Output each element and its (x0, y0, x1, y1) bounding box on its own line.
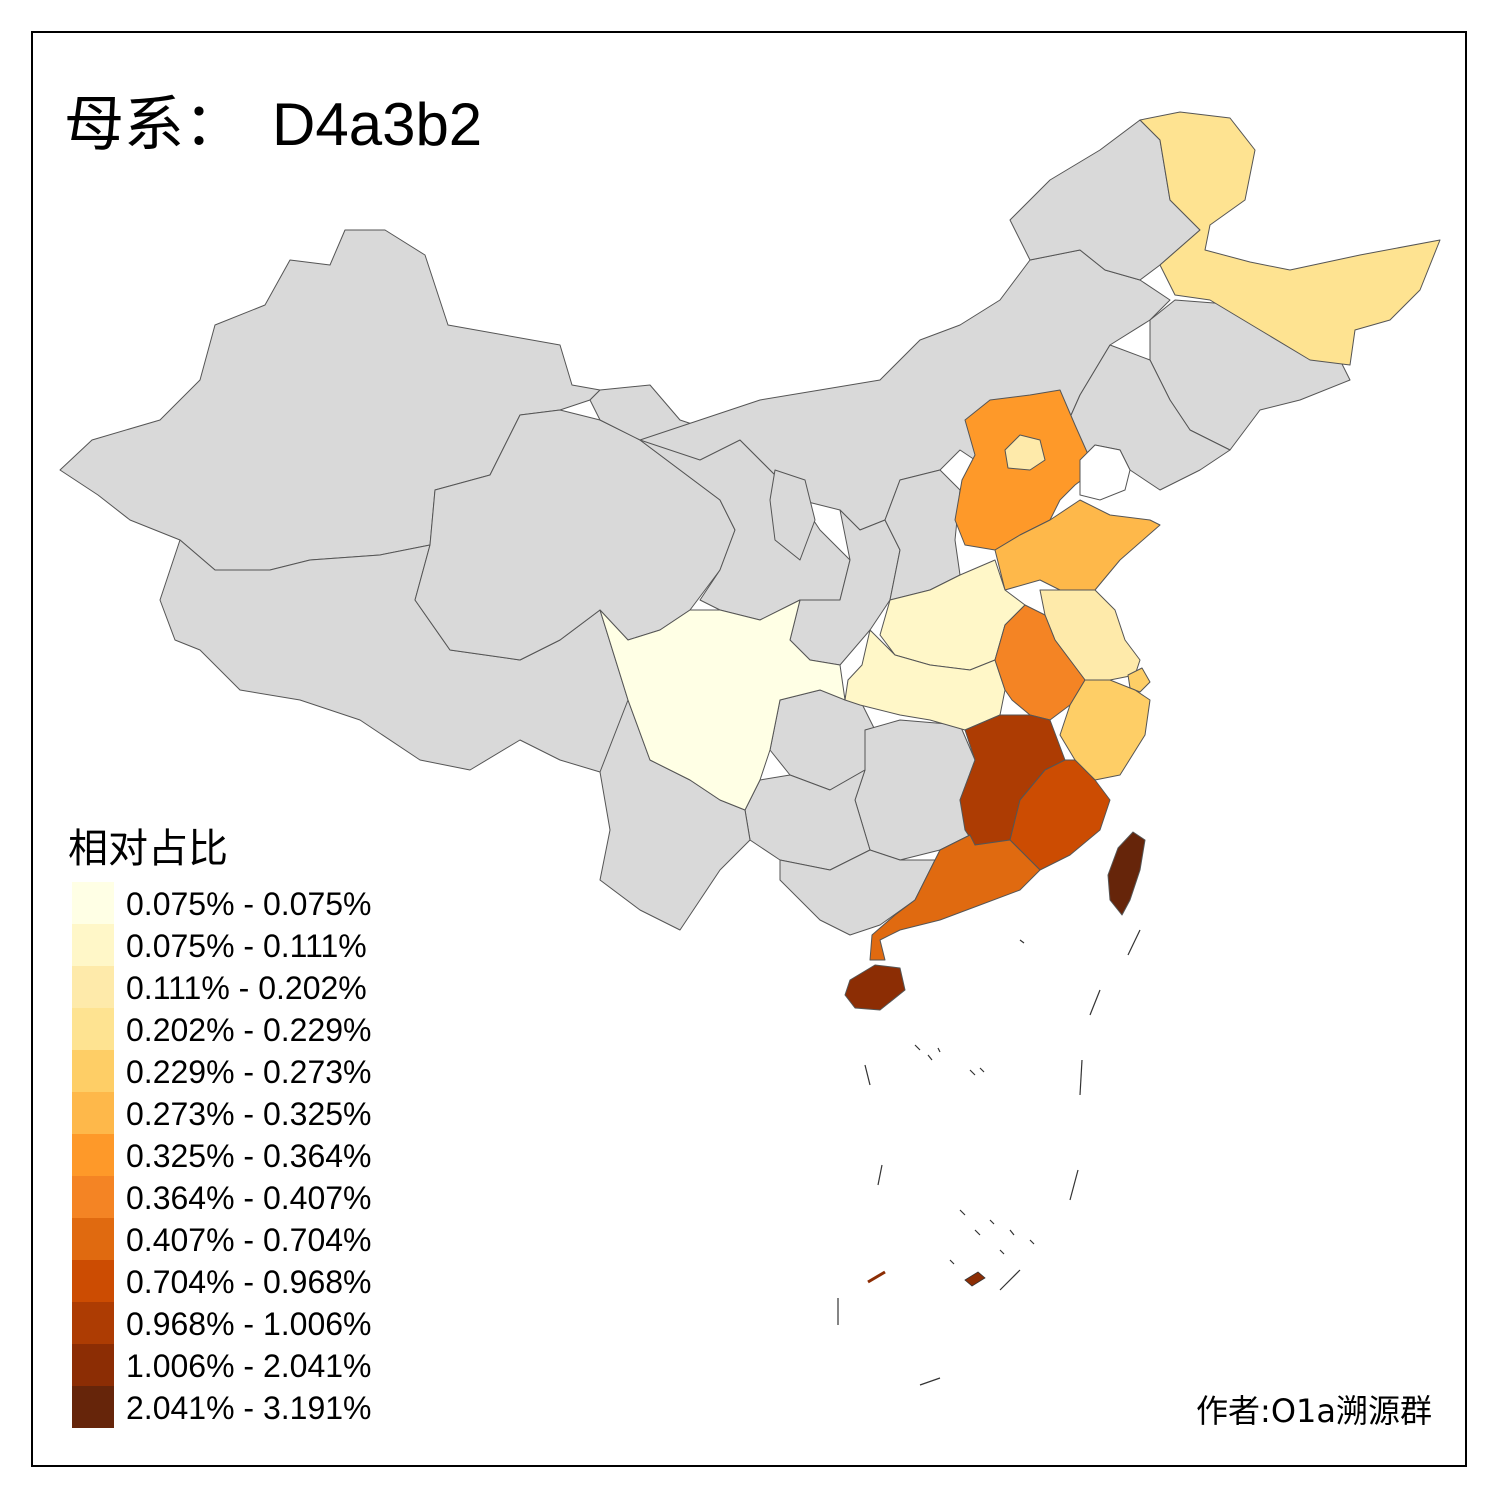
legend-label: 0.364% - 0.407% (126, 1180, 372, 1216)
region-ningxia (769, 469, 816, 561)
region-beijing (1004, 434, 1046, 471)
bohai-sea (1079, 444, 1131, 501)
legend-swatch (72, 1176, 114, 1218)
region-fujian (1009, 759, 1111, 871)
legend-swatch (72, 1092, 114, 1134)
legend-label: 0.075% - 0.075% (126, 886, 372, 922)
legend-label: 1.006% - 2.041% (126, 1348, 372, 1384)
title-label: 母系： (64, 90, 244, 160)
legend-label: 0.202% - 0.229% (126, 1012, 372, 1048)
legend-label: 0.325% - 0.364% (126, 1138, 372, 1174)
legend-label: 0.229% - 0.273% (126, 1054, 372, 1090)
legend-swatch (72, 1344, 114, 1386)
no-data-regions (59, 119, 1351, 936)
south-sea-islands (837, 929, 1141, 1386)
legend-label: 0.273% - 0.325% (126, 1096, 372, 1132)
legend-swatch (72, 1386, 114, 1428)
legend-label: 0.704% - 0.968% (126, 1264, 372, 1300)
data-regions (599, 111, 1441, 1011)
region-zhejiang (1059, 679, 1151, 781)
legend-title: 相对占比 (68, 826, 228, 872)
legend-label: 0.075% - 0.111% (126, 928, 367, 964)
legend-label: 2.041% - 3.191% (126, 1390, 372, 1426)
region-hainan (844, 964, 906, 1011)
region-shanghai (1127, 667, 1151, 693)
legend-swatch (72, 966, 114, 1008)
region-heilongjiang (1139, 111, 1441, 366)
legend-swatch (72, 924, 114, 966)
region-sichuan (599, 599, 846, 811)
region-shandong (994, 499, 1161, 591)
region-guizhou (744, 769, 871, 871)
legend-swatch (72, 1260, 114, 1302)
legend-label: 0.968% - 1.006% (126, 1306, 372, 1342)
legend-swatch (72, 1302, 114, 1344)
legend-swatch (72, 1218, 114, 1260)
legend-swatch (72, 1134, 114, 1176)
legend-swatch (72, 1008, 114, 1050)
haplogroup-code: D4a3b2 (272, 91, 483, 158)
legend-swatch (72, 1050, 114, 1092)
legend-label: 0.111% - 0.202% (126, 970, 367, 1006)
map-title: 母系： D4a3b2 (64, 76, 482, 163)
author-credit: 作者:O1a溯源群 (1196, 1392, 1432, 1430)
legend-label: 0.407% - 0.704% (126, 1222, 372, 1258)
region-hunan (854, 719, 976, 861)
region-taiwan (1107, 831, 1146, 916)
region-qinghai (414, 409, 736, 661)
region-guangdong (869, 834, 1041, 961)
legend-swatch (72, 882, 114, 924)
